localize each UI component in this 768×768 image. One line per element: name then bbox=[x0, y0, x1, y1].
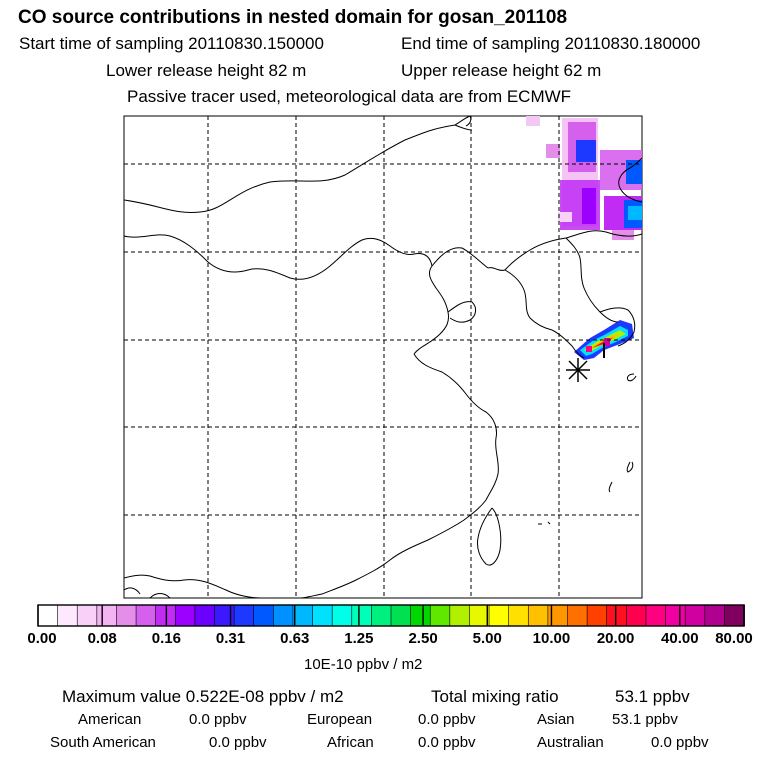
end-sampling-label: End time of sampling 20110830.180000 bbox=[401, 34, 701, 53]
colorbar-frame bbox=[37, 604, 745, 627]
european-value: 0.0 ppbv bbox=[418, 711, 476, 728]
colorbar-tick-label: 0.00 bbox=[27, 630, 57, 647]
colorbar-tick-label: 0.08 bbox=[87, 630, 117, 647]
south-american-label: South American bbox=[50, 734, 156, 751]
coastlines bbox=[123, 115, 643, 599]
lower-release-label: Lower release height 82 m bbox=[106, 61, 307, 80]
colorbar-swatch bbox=[665, 604, 686, 627]
colorbar-swatch bbox=[273, 604, 294, 627]
colorbar-swatch bbox=[174, 604, 196, 627]
american-label: American bbox=[78, 711, 142, 728]
colorbar-unit-label: 10E-10 ppbv / m2 bbox=[304, 656, 423, 673]
colorbar-swatch bbox=[57, 604, 79, 627]
colorbar-swatch bbox=[586, 604, 608, 627]
australian-label: Australian bbox=[537, 734, 604, 751]
colorbar-swatch bbox=[684, 604, 706, 627]
colorbar-tick-label: 1.25 bbox=[344, 630, 374, 647]
colorbar-tick-label: 20.00 bbox=[596, 630, 635, 647]
colorbar-swatch bbox=[37, 604, 59, 627]
colorbar-tick-label: 80.00 bbox=[715, 630, 753, 647]
colorbar-swatch bbox=[351, 604, 373, 627]
colorbar-swatch bbox=[527, 604, 549, 627]
colorbar-swatch bbox=[253, 604, 275, 627]
colorbar-swatch bbox=[194, 604, 216, 627]
colorbar-swatch bbox=[508, 604, 530, 627]
total-mixing-label: Total mixing ratio bbox=[431, 687, 559, 706]
colorbar-swatch bbox=[567, 604, 588, 627]
tracer-note: Passive tracer used, meteorological data… bbox=[127, 87, 572, 106]
european-label: European bbox=[307, 711, 373, 728]
colorbar-tick-label: 0.16 bbox=[151, 630, 181, 647]
colorbar-tick-label: 2.50 bbox=[408, 630, 438, 647]
asian-value: 53.1 ppbv bbox=[612, 711, 678, 728]
colorbar-swatch bbox=[704, 604, 726, 627]
maximum-value-label: Maximum value 0.522E-08 ppbv / m2 bbox=[62, 687, 344, 706]
colorbar-tick-label: 40.00 bbox=[661, 630, 699, 647]
american-value: 0.0 ppbv bbox=[189, 711, 247, 728]
colorbar-swatch bbox=[233, 604, 255, 627]
asian-label: Asian bbox=[537, 711, 575, 728]
colorbar-swatch bbox=[116, 604, 137, 627]
map-frame bbox=[123, 115, 643, 599]
colorbar-tick-label: 0.31 bbox=[215, 630, 246, 647]
upper-release-label: Upper release height 62 m bbox=[401, 61, 602, 80]
total-mixing-value: 53.1 ppbv bbox=[615, 687, 690, 706]
colorbar-swatch bbox=[449, 604, 471, 627]
south-american-value: 0.0 ppbv bbox=[209, 734, 267, 751]
african-value: 0.0 ppbv bbox=[418, 734, 476, 751]
colorbar-swatch bbox=[645, 604, 667, 627]
colorbar-swatch bbox=[331, 604, 353, 627]
start-sampling-label: Start time of sampling 20110830.150000 bbox=[19, 34, 324, 53]
colorbar-swatch bbox=[626, 604, 647, 627]
colorbar-swatch bbox=[488, 604, 510, 627]
colorbar-tick-label: 10.00 bbox=[532, 630, 571, 647]
colorbar-swatch bbox=[606, 604, 628, 627]
colorbar-swatch bbox=[76, 604, 98, 627]
african-label: African bbox=[327, 734, 374, 751]
colorbar bbox=[37, 604, 745, 627]
colorbar-swatch bbox=[96, 604, 118, 627]
colorbar-swatch bbox=[469, 604, 490, 627]
colorbar-swatch bbox=[312, 604, 333, 627]
colorbar-swatch bbox=[292, 604, 314, 627]
colorbar-swatch bbox=[390, 604, 412, 627]
plume-northeast bbox=[526, 116, 642, 240]
colorbar-swatch bbox=[410, 604, 432, 627]
australian-value: 0.0 ppbv bbox=[651, 734, 709, 751]
colorbar-swatch bbox=[135, 604, 157, 627]
colorbar-tick-label: 0.63 bbox=[280, 630, 310, 647]
gridlines bbox=[124, 116, 642, 598]
colorbar-swatch bbox=[371, 604, 392, 627]
plot-title: CO source contributions in nested domain… bbox=[18, 7, 568, 28]
colorbar-swatch bbox=[724, 604, 745, 627]
colorbar-tick-label: 5.00 bbox=[472, 630, 502, 647]
colorbar-swatch bbox=[214, 604, 235, 627]
receptor-star-icon bbox=[566, 358, 590, 382]
colorbar-swatch bbox=[429, 604, 451, 627]
